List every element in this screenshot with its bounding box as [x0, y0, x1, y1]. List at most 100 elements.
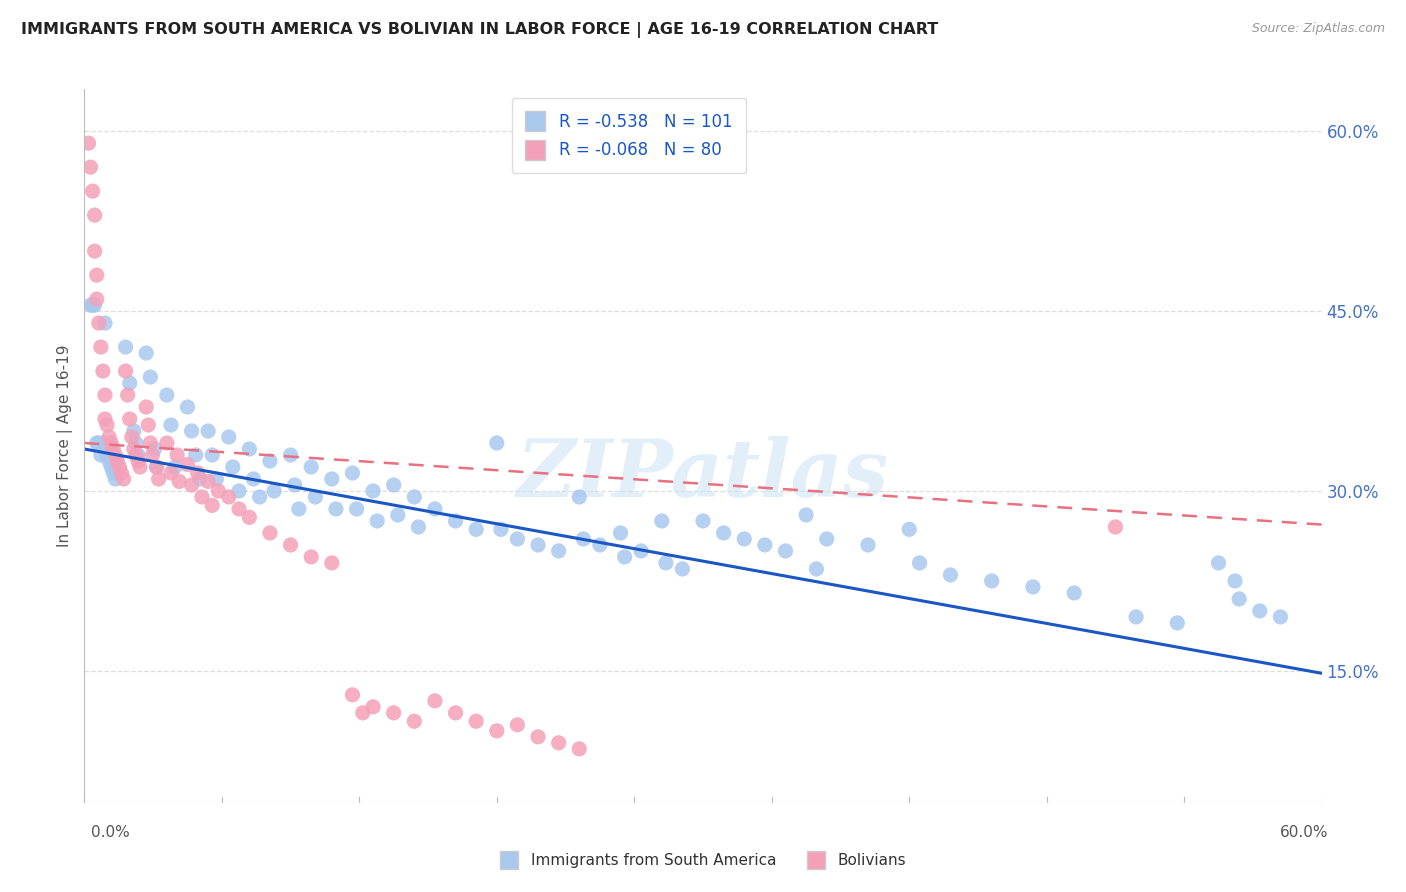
Point	[485, 436, 508, 450]
Point	[506, 532, 529, 546]
Point	[249, 490, 271, 504]
Point	[506, 718, 529, 732]
Point	[98, 454, 121, 468]
Point	[117, 388, 139, 402]
Point	[489, 522, 512, 536]
Point	[166, 448, 188, 462]
Point	[1063, 586, 1085, 600]
Point	[94, 316, 117, 330]
Point	[201, 448, 224, 462]
Point	[77, 136, 100, 151]
Point	[361, 483, 384, 498]
Point	[188, 472, 211, 486]
Point	[713, 525, 735, 540]
Point	[404, 490, 426, 504]
Point	[91, 364, 114, 378]
Point	[180, 424, 202, 438]
Point	[103, 466, 125, 480]
Point	[160, 417, 183, 432]
Point	[382, 478, 405, 492]
Point	[108, 460, 131, 475]
Point	[135, 346, 157, 360]
Point	[280, 538, 302, 552]
Point	[423, 502, 446, 516]
Point	[82, 184, 104, 198]
Point	[86, 292, 108, 306]
Point	[96, 417, 118, 432]
Point	[299, 549, 322, 564]
Point	[127, 454, 149, 468]
Point	[201, 499, 224, 513]
Point	[143, 442, 166, 456]
Point	[568, 490, 591, 504]
Point	[568, 741, 591, 756]
Point	[444, 514, 467, 528]
Point	[908, 556, 931, 570]
Point	[125, 448, 148, 462]
Point	[218, 490, 240, 504]
Point	[127, 448, 149, 462]
Point	[114, 340, 136, 354]
Point	[96, 448, 118, 462]
Point	[527, 538, 550, 552]
Point	[187, 466, 209, 480]
Legend: Immigrants from South America, Bolivians: Immigrants from South America, Bolivians	[494, 845, 912, 875]
Point	[1104, 520, 1126, 534]
Point	[898, 522, 921, 536]
Point	[94, 436, 117, 450]
Text: 60.0%: 60.0%	[1281, 825, 1329, 840]
Point	[856, 538, 879, 552]
Point	[692, 514, 714, 528]
Point	[547, 736, 569, 750]
Point	[191, 490, 214, 504]
Point	[86, 268, 108, 282]
Point	[156, 436, 179, 450]
Point	[342, 688, 364, 702]
Point	[100, 436, 122, 450]
Point	[630, 544, 652, 558]
Point	[167, 475, 190, 489]
Point	[547, 544, 569, 558]
Point	[321, 472, 343, 486]
Point	[1249, 604, 1271, 618]
Point	[527, 730, 550, 744]
Point	[145, 460, 167, 475]
Point	[184, 448, 207, 462]
Point	[228, 502, 250, 516]
Point	[90, 448, 112, 462]
Point	[465, 714, 488, 729]
Point	[135, 400, 157, 414]
Point	[238, 510, 260, 524]
Text: IMMIGRANTS FROM SOUTH AMERICA VS BOLIVIAN IN LABOR FORCE | AGE 16-19 CORRELATION: IMMIGRANTS FROM SOUTH AMERICA VS BOLIVIA…	[21, 22, 938, 38]
Point	[136, 417, 159, 432]
Point	[83, 244, 105, 259]
Point	[207, 483, 229, 498]
Point	[110, 466, 132, 480]
Point	[1223, 574, 1246, 588]
Point	[387, 508, 409, 522]
Point	[321, 556, 343, 570]
Point	[382, 706, 405, 720]
Point	[100, 460, 122, 475]
Point	[98, 430, 121, 444]
Point	[980, 574, 1002, 588]
Point	[299, 460, 322, 475]
Point	[118, 412, 141, 426]
Point	[82, 298, 104, 312]
Point	[104, 448, 127, 462]
Y-axis label: In Labor Force | Age 16-19: In Labor Force | Age 16-19	[58, 344, 73, 548]
Point	[754, 538, 776, 552]
Point	[87, 436, 110, 450]
Point	[655, 556, 678, 570]
Legend: R = -0.538   N = 101, R = -0.068   N = 80: R = -0.538 N = 101, R = -0.068 N = 80	[512, 97, 745, 173]
Point	[794, 508, 817, 522]
Point	[121, 430, 143, 444]
Point	[423, 694, 446, 708]
Point	[176, 458, 198, 472]
Point	[485, 723, 508, 738]
Point	[408, 520, 430, 534]
Point	[806, 562, 828, 576]
Point	[176, 400, 198, 414]
Text: Source: ZipAtlas.com: Source: ZipAtlas.com	[1251, 22, 1385, 36]
Point	[1022, 580, 1045, 594]
